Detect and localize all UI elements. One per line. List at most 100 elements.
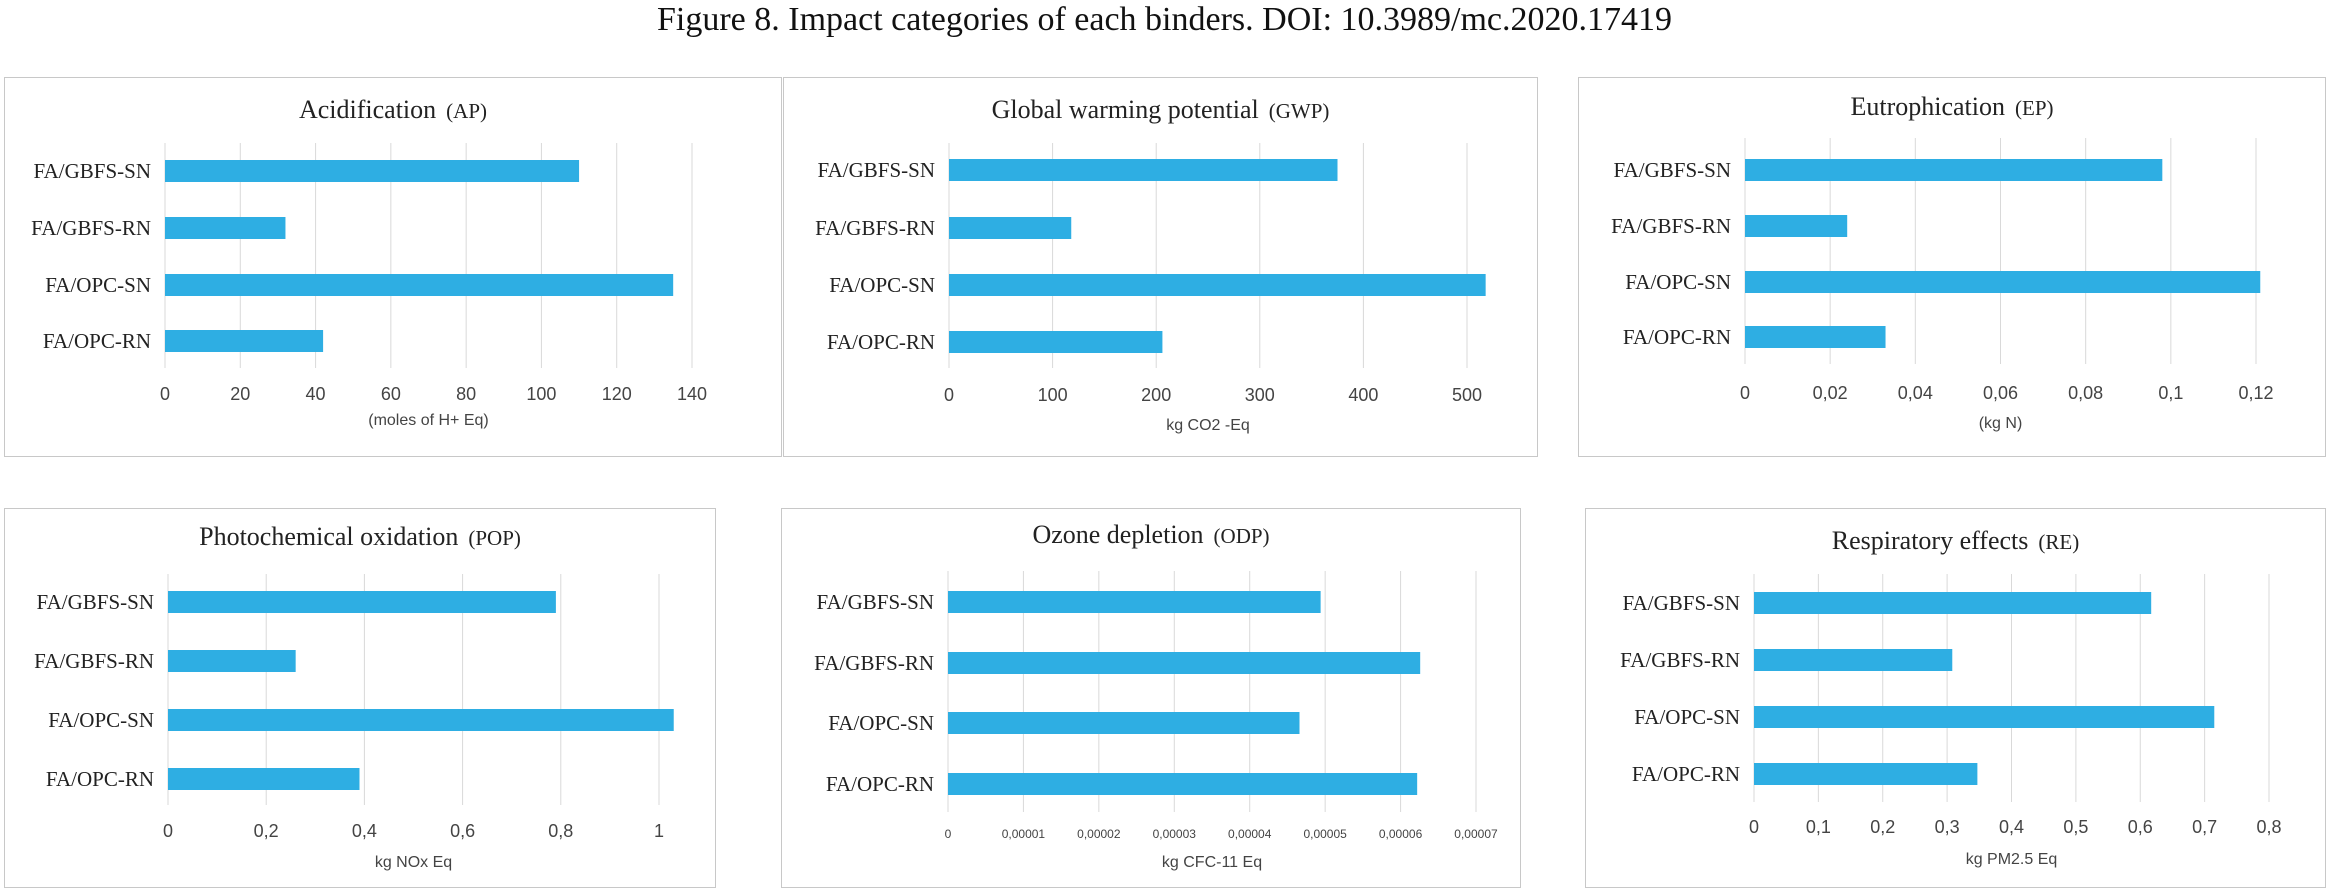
bar-fa-gbfs-sn (165, 160, 580, 182)
x-tick-label: 300 (1245, 385, 1275, 405)
x-tick-label: 0,06 (1983, 383, 2018, 403)
chart-panel-acidification: Acidification (AP) 0 20 40 60 80 100 120 140 FA/GB… (4, 77, 782, 457)
x-tick-label: 0 (1740, 383, 1750, 403)
bar-fa-gbfs-sn (949, 159, 1338, 181)
x-tick-label: 0 (944, 385, 954, 405)
category-label: FA/GBFS-RN (814, 651, 934, 675)
x-tick-label: 0,1 (2158, 383, 2183, 403)
category-label: FA/OPC-SN (48, 708, 154, 732)
bar-fa-opc-sn (1754, 706, 2215, 728)
category-label: FA/GBFS-SN (1614, 158, 1732, 182)
bar-fa-gbfs-sn (1745, 159, 2163, 181)
bar-fa-gbfs-rn (1754, 649, 1953, 671)
x-tick-label: 0,1 (1806, 817, 1831, 837)
x-tick-label: 0,5 (2063, 817, 2088, 837)
x-tick-label: 0,00006 (1379, 827, 1423, 841)
x-tick-label: 0,3 (1935, 817, 1960, 837)
category-label: FA/OPC-RN (827, 330, 935, 354)
chart-panel-photochemical-oxidation: Photochemical oxidation (POP) 0 0,2 0,4 0,6 0,… (4, 508, 716, 888)
category-label: FA/GBFS-SN (34, 159, 152, 183)
category-label: FA/OPC-SN (828, 711, 934, 735)
chart-title: Ozone depletion (ODP) (1032, 520, 1269, 549)
bar-fa-opc-rn (1745, 326, 1886, 348)
chart-title-abbr: (EP) (2015, 96, 2054, 120)
x-tick-label: 0,04 (1898, 383, 1933, 403)
chart-svg: Photochemical oxidation (POP) 0 0,2 0,4 0,6 0,… (34, 522, 674, 871)
chart-panel-respiratory-effects: Respiratory effects (RE) 0 0,1 0,2 0,3 0,4 0,5 0… (1585, 508, 2326, 888)
category-label: FA/GBFS-RN (31, 216, 151, 240)
category-label: FA/OPC-SN (1625, 270, 1731, 294)
chart-title: Respiratory effects (RE) (1832, 526, 2079, 555)
x-tick-label: 0,12 (2238, 383, 2273, 403)
category-label: FA/OPC-SN (829, 273, 935, 297)
bar-fa-opc-rn (949, 331, 1163, 353)
bar-fa-gbfs-rn (948, 652, 1421, 674)
category-label: FA/OPC-RN (1632, 762, 1740, 786)
x-axis-label: kg CFC-11 Eq (1162, 854, 1262, 871)
category-label: FA/GBFS-SN (37, 590, 155, 614)
chart-title-text: Respiratory effects (1832, 526, 2029, 555)
chart-svg: Global warming potential (GWP) 0 100 200 300 4… (815, 95, 1486, 434)
chart-title: Photochemical oxidation (POP) (199, 522, 521, 551)
x-tick-label: 40 (306, 384, 326, 404)
chart-title-abbr: (GWP) (1269, 99, 1330, 123)
bar-fa-gbfs-rn (949, 217, 1072, 239)
x-tick-label: 0,7 (2192, 817, 2217, 837)
chart-panel-eutrophication: Eutrophication (EP) 0 0,02 0,04 0,06 0,08 0,1 0,… (1578, 77, 2326, 457)
x-tick-label: 0 (1749, 817, 1759, 837)
chart-title-text: Ozone depletion (1032, 520, 1203, 549)
bar-fa-opc-rn (165, 330, 324, 352)
x-tick-label: 0,00003 (1153, 827, 1197, 841)
chart-title-abbr: (AP) (446, 99, 487, 123)
chart-title-abbr: (POP) (468, 526, 521, 550)
x-tick-label: 20 (230, 384, 250, 404)
x-tick-label: 0,00004 (1228, 827, 1272, 841)
bar-fa-gbfs-rn (1745, 215, 1848, 237)
category-label: FA/GBFS-RN (1620, 648, 1740, 672)
chart-title-text: Eutrophication (1850, 92, 2005, 121)
chart-panel-global-warming: Global warming potential (GWP) 0 100 200 300 4… (783, 77, 1538, 457)
bar-fa-opc-sn (165, 274, 674, 296)
chart-title-text: Photochemical oxidation (199, 522, 458, 551)
category-label: FA/OPC-RN (826, 772, 934, 796)
x-tick-label: 100 (526, 384, 556, 404)
x-axis-label: kg NOx Eq (375, 854, 452, 871)
x-tick-label: 0 (163, 821, 173, 841)
bar-fa-gbfs-sn (168, 591, 556, 613)
x-tick-label: 0 (160, 384, 170, 404)
chart-svg: Eutrophication (EP) 0 0,02 0,04 0,06 0,08 0,1 0,… (1611, 92, 2273, 432)
chart-panel-ozone-depletion: Ozone depletion (ODP) 0 0,00001 0,00002 0,000… (781, 508, 1521, 888)
x-tick-label: 0,02 (1813, 383, 1848, 403)
x-tick-label: 500 (1452, 385, 1482, 405)
category-label: FA/GBFS-RN (34, 649, 154, 673)
bar-fa-opc-sn (948, 712, 1300, 734)
x-tick-label: 0,2 (254, 821, 279, 841)
category-label: FA/OPC-SN (1634, 705, 1740, 729)
bar-fa-opc-sn (949, 274, 1486, 296)
x-axis-label: (kg N) (1979, 415, 2023, 432)
x-tick-label: 0 (945, 827, 952, 841)
category-label: FA/OPC-RN (46, 767, 154, 791)
chart-svg: Ozone depletion (ODP) 0 0,00001 0,00002 0,000… (814, 520, 1498, 871)
x-tick-label: 0,6 (450, 821, 475, 841)
x-tick-label: 100 (1038, 385, 1068, 405)
x-tick-label: 0,6 (2128, 817, 2153, 837)
chart-svg: Acidification (AP) 0 20 40 60 80 100 120 140 FA/GB… (31, 95, 707, 429)
category-label: FA/OPC-RN (1623, 325, 1731, 349)
category-label: FA/OPC-RN (43, 329, 151, 353)
x-tick-label: 0,08 (2068, 383, 2103, 403)
x-tick-label: 1 (654, 821, 664, 841)
x-tick-label: 0,8 (548, 821, 573, 841)
x-tick-label: 140 (677, 384, 707, 404)
x-tick-label: 0,00005 (1303, 827, 1347, 841)
x-tick-label: 120 (602, 384, 632, 404)
x-tick-label: 0,00002 (1077, 827, 1121, 841)
chart-title-abbr: (RE) (2038, 530, 2079, 554)
category-label: FA/GBFS-SN (817, 590, 935, 614)
bar-fa-gbfs-sn (948, 591, 1321, 613)
category-label: FA/OPC-SN (45, 273, 151, 297)
category-label: FA/GBFS-SN (818, 158, 936, 182)
x-axis-label: kg PM2.5 Eq (1966, 851, 2058, 868)
x-tick-label: 0,2 (1870, 817, 1895, 837)
x-tick-label: 80 (456, 384, 476, 404)
